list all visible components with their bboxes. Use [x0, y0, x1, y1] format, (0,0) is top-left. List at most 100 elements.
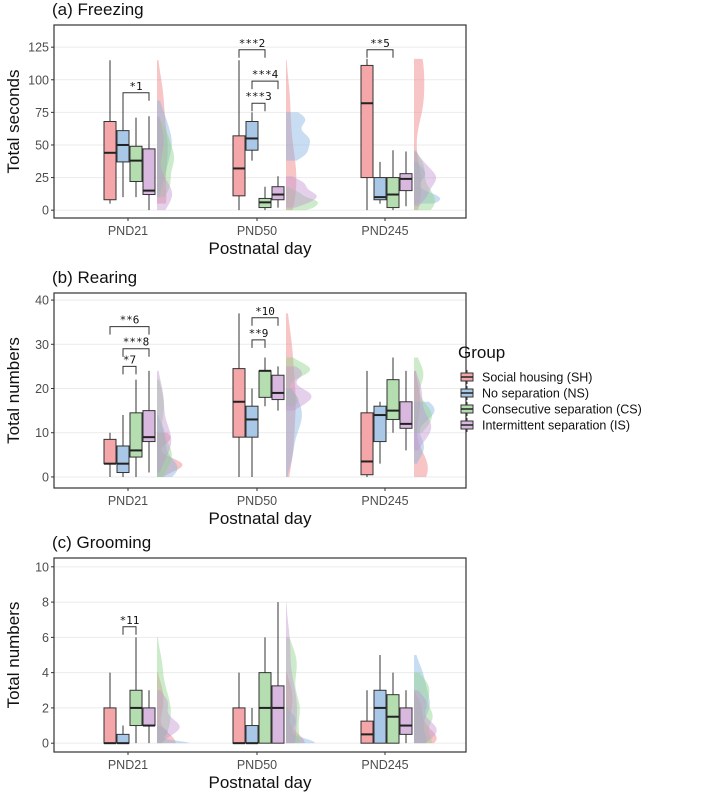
panel-0: (a) Freezing 0 25 50 75 100 125 PND21 PND50 PND24…: [4, 0, 467, 258]
box-1-3: [271, 186, 285, 201]
box-2-0: [360, 64, 374, 179]
box-1-0: [232, 368, 246, 438]
y-tick-label: 8: [42, 596, 49, 610]
box-2-2: [386, 177, 400, 209]
x-tick-label: PND21: [108, 494, 148, 508]
violin-2-3: [414, 690, 437, 744]
violin-2-0: [414, 690, 437, 744]
box-0-3: [142, 410, 156, 443]
legend-title: Group: [458, 343, 505, 362]
significance-bracket: [122, 365, 137, 375]
significance-label: **5: [370, 37, 390, 50]
box-0-1: [116, 733, 130, 744]
y-axis-title: Total numbers: [4, 602, 23, 709]
box-1-0: [232, 135, 246, 197]
box-0-0: [103, 121, 117, 201]
y-axis-title: Total seconds: [4, 70, 23, 174]
panel-title: (a) Freezing: [52, 0, 144, 19]
plot-frame: [53, 24, 467, 219]
significance-label: *1: [129, 80, 142, 93]
y-tick-label: 40: [35, 294, 49, 308]
box-2-2: [386, 379, 400, 420]
violin-0-3: [157, 116, 173, 211]
y-tick-label: 4: [42, 666, 49, 680]
legend-item: Social housing (SH): [482, 371, 592, 385]
box-0-2: [129, 412, 143, 458]
box-2-0: [360, 720, 374, 744]
significance-bracket: [251, 339, 266, 348]
violin-1-1: [286, 388, 302, 477]
y-tick-label: 0: [42, 737, 49, 751]
legend-key: [460, 370, 474, 384]
box-1-1: [245, 405, 259, 438]
x-tick-label: PND245: [361, 758, 408, 772]
significance-label: **6: [120, 314, 140, 327]
box-2-1: [373, 405, 387, 443]
violin-1-0: [286, 60, 297, 211]
box-2-2: [386, 694, 400, 744]
violin-2-3: [414, 151, 437, 207]
legend-key: [460, 402, 474, 416]
violin-0-1: [157, 725, 189, 744]
y-tick-label: 75: [35, 106, 49, 120]
violin-2-2: [414, 672, 433, 744]
violin-1-0: [286, 672, 305, 744]
x-tick-label: PND50: [237, 758, 277, 772]
violin-0-0: [157, 432, 183, 477]
violin-2-3: [414, 370, 432, 451]
significance-bracket: [251, 80, 279, 90]
x-axis-title: Postnatal day: [208, 773, 312, 792]
violin-2-0: [414, 370, 428, 477]
box-2-1: [373, 177, 387, 201]
legend-key: [460, 386, 474, 400]
y-tick-label: 125: [28, 41, 49, 55]
box-1-2: [258, 370, 272, 398]
plot-frame: [53, 557, 467, 753]
x-tick-label: PND50: [237, 224, 277, 238]
y-tick-label: 10: [35, 426, 49, 440]
x-tick-label: PND245: [361, 494, 408, 508]
panel-title: (c) Grooming: [52, 533, 151, 552]
panel-2: (c) Grooming 0 2 4 6 8 10 PND21 PND50 PND245 *11 Po…: [4, 533, 467, 792]
box-0-2: [129, 145, 143, 182]
violin-0-2: [157, 637, 171, 744]
significance-label: ***2: [239, 37, 266, 50]
violin-0-1: [157, 415, 178, 477]
y-tick-label: 0: [42, 204, 49, 218]
y-tick-label: 0: [42, 470, 49, 484]
box-2-3: [399, 707, 413, 735]
violin-1-3: [286, 176, 317, 208]
box-2-3: [399, 401, 413, 429]
legend-item: Intermittent separation (IS): [482, 419, 630, 433]
significance-label: *10: [255, 305, 275, 318]
violin-0-2: [157, 379, 172, 477]
violin-0-2: [157, 117, 175, 198]
box-0-0: [103, 438, 117, 465]
violin-1-2: [286, 637, 300, 744]
legend-item: No separation (NS): [482, 387, 589, 401]
significance-label: ***3: [245, 90, 272, 103]
x-axis-title: Postnatal day: [208, 239, 312, 258]
y-tick-label: 25: [35, 171, 49, 185]
significance-bracket: [251, 102, 266, 112]
significance-label: *7: [123, 353, 136, 366]
significance-label: *11: [120, 614, 140, 627]
violin-2-2: [414, 150, 435, 211]
legend-key: [460, 418, 474, 432]
significance-label: ***4: [252, 68, 279, 81]
y-tick-label: 100: [28, 73, 49, 87]
x-tick-label: PND245: [361, 224, 408, 238]
y-tick-label: 30: [35, 338, 49, 352]
box-1-0: [232, 707, 246, 744]
significance-label: **9: [249, 327, 269, 340]
violin-0-3: [157, 370, 172, 473]
significance-bracket: [238, 49, 266, 58]
violin-2-1: [414, 401, 435, 464]
violin-1-3: [286, 366, 312, 411]
box-2-0: [360, 412, 374, 476]
violin-1-2: [286, 186, 318, 211]
x-tick-label: PND21: [108, 224, 148, 238]
legend-item: Consecutive separation (CS): [482, 403, 642, 417]
panel-1: (b) Rearing 0 10 20 30 40 PND21 PND50 PND245 **6 *…: [4, 268, 467, 528]
